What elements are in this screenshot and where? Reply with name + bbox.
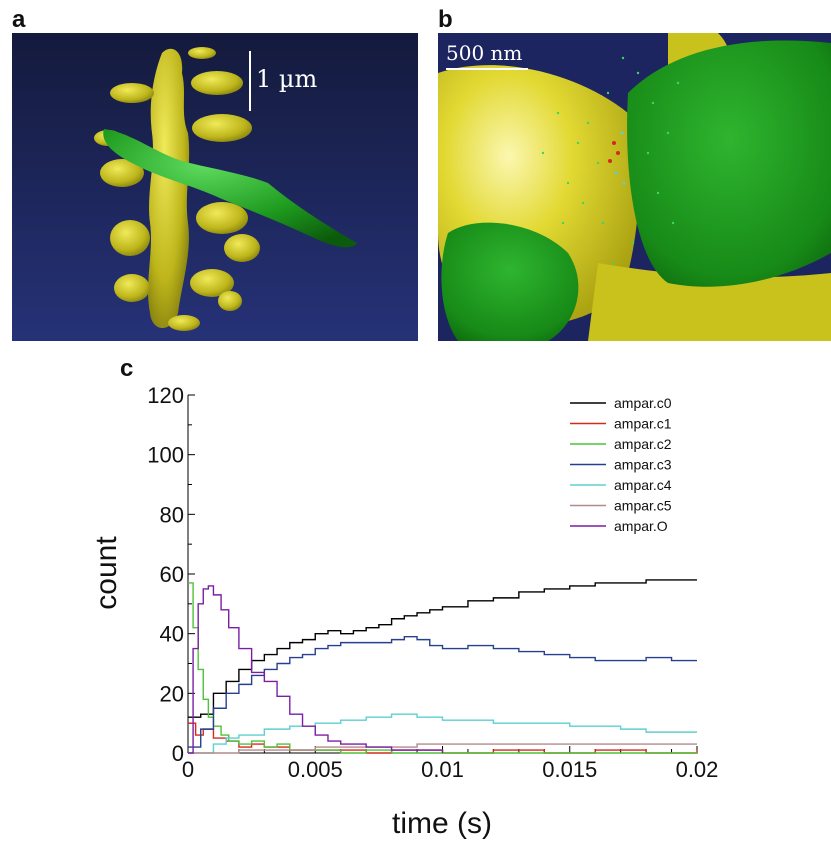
x-tick-label: 0.02 [676,757,719,782]
series-line-ampar-O [188,585,444,754]
legend-label: ampar.c5 [614,498,672,514]
y-tick-label: 80 [160,502,184,527]
legend-label: ampar.c0 [614,395,672,411]
x-tick-label: 0.005 [288,757,343,782]
x-axis-title: time (s) [392,807,492,840]
legend-label: ampar.c2 [614,436,672,452]
x-tick-label: 0 [182,757,194,782]
series-line-ampar-c3 [188,635,697,748]
legend-label: ampar.O [614,518,668,534]
x-tick-label: 0.01 [421,757,464,782]
panel-b-render: 500 nm [438,33,831,341]
synapse-render-image [438,33,831,341]
series-layer [188,579,698,754]
panel-a-render: 1 µm [12,33,418,341]
dendrite-render-image [12,33,418,341]
series-line-ampar-c4 [188,713,697,754]
series-line-ampar-c2 [188,582,697,754]
legend-label: ampar.c4 [614,477,672,493]
y-tick-label: 100 [147,443,184,468]
legend-label: ampar.c3 [614,457,672,473]
y-tick-label: 120 [147,383,184,408]
scale-label-b: 500 nm [446,41,523,65]
y-axis-title: count [90,536,123,610]
panel-letter-b: b [438,6,453,33]
y-tick-label: 40 [160,622,184,647]
panel-letter-c: c [120,355,134,382]
x-tick-label: 0.015 [542,757,597,782]
count-vs-time-chart: 0 20 40 60 80 100 120 0 0.005 0.01 0.015 0.02 ampar… [90,383,719,840]
scale-label-a: 1 µm [256,65,318,93]
y-tick-label: 20 [160,681,184,706]
legend-label: ampar.c1 [614,416,672,432]
panel-letter-a: a [12,6,26,33]
y-tick-label: 60 [160,562,184,587]
legend: ampar.c0 ampar.c1 ampar.c2 ampar.c3 ampar.c4… [570,395,672,534]
y-tick-label: 0 [172,741,184,766]
